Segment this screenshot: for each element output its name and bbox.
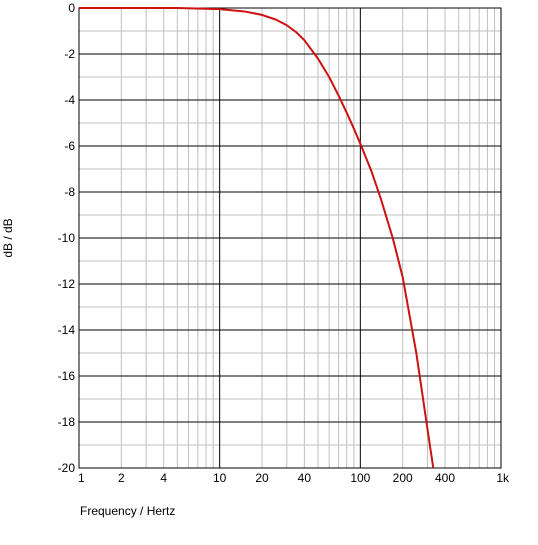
y-tick-label: -4 xyxy=(64,93,75,107)
y-tick-label: -6 xyxy=(64,139,75,153)
x-tick-label: 2 xyxy=(118,471,125,485)
x-tick-labels: 1 2 4 10 20 40 100 200 400 1k xyxy=(78,471,510,485)
x-tick-label: 400 xyxy=(435,471,455,485)
response-curve xyxy=(79,7,435,469)
y-tick-label: -16 xyxy=(58,369,76,383)
y-axis-title: dB / dB xyxy=(1,218,15,257)
y-tick-label: -18 xyxy=(58,415,76,429)
series-layer xyxy=(79,7,435,469)
x-tick-label: 1 xyxy=(78,471,85,485)
x-tick-label: 20 xyxy=(255,471,269,485)
plot-frame xyxy=(78,7,502,469)
x-tick-label: 200 xyxy=(393,471,413,485)
x-axis-title: Frequency / Hertz xyxy=(80,504,175,518)
x-tick-label: 10 xyxy=(213,471,227,485)
y-tick-label: 0 xyxy=(68,1,75,15)
y-tick-label: -14 xyxy=(58,323,76,337)
x-tick-label: 100 xyxy=(350,471,370,485)
y-tick-label: -2 xyxy=(64,47,75,61)
y-tick-label: -10 xyxy=(58,231,76,245)
major-grid xyxy=(79,8,501,468)
x-tick-label: 1k xyxy=(496,471,510,485)
y-tick-label: -20 xyxy=(58,461,76,475)
y-tick-label: -8 xyxy=(64,185,75,199)
x-tick-label: 4 xyxy=(160,471,167,485)
y-tick-labels: 0 -2 -4 -6 -8 -10 -12 -14 -16 -18 -20 xyxy=(58,1,76,475)
x-tick-label: 40 xyxy=(298,471,312,485)
y-tick-label: -12 xyxy=(58,277,76,291)
